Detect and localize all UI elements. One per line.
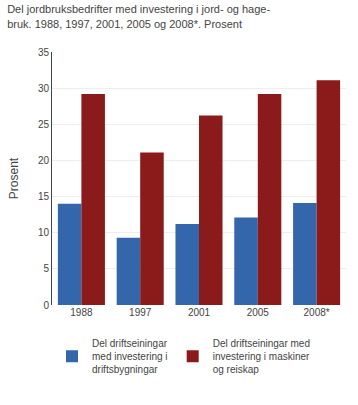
svg-text:10: 10 bbox=[38, 227, 50, 238]
svg-text:2008*: 2008* bbox=[304, 307, 330, 318]
svg-text:Del driftseiningarmed invester: Del driftseiningarmed investering idrift… bbox=[92, 338, 168, 375]
svg-text:1997: 1997 bbox=[129, 307, 152, 318]
svg-text:1988: 1988 bbox=[70, 307, 93, 318]
svg-text:25: 25 bbox=[38, 119, 50, 130]
svg-text:35: 35 bbox=[38, 47, 50, 58]
svg-text:2005: 2005 bbox=[247, 307, 270, 318]
svg-text:30: 30 bbox=[38, 83, 50, 94]
svg-text:2001: 2001 bbox=[188, 307, 211, 318]
svg-text:20: 20 bbox=[38, 155, 50, 166]
svg-text:0: 0 bbox=[43, 300, 49, 311]
svg-text:Del jordbruksbedrifter med inv: Del jordbruksbedrifter med investering i… bbox=[7, 3, 270, 29]
svg-text:Prosent: Prosent bbox=[7, 157, 21, 199]
svg-text:5: 5 bbox=[43, 263, 49, 274]
svg-text:Del driftseiningar medinvester: Del driftseiningar medinvestering i mask… bbox=[213, 338, 310, 375]
svg-text:15: 15 bbox=[38, 191, 50, 202]
